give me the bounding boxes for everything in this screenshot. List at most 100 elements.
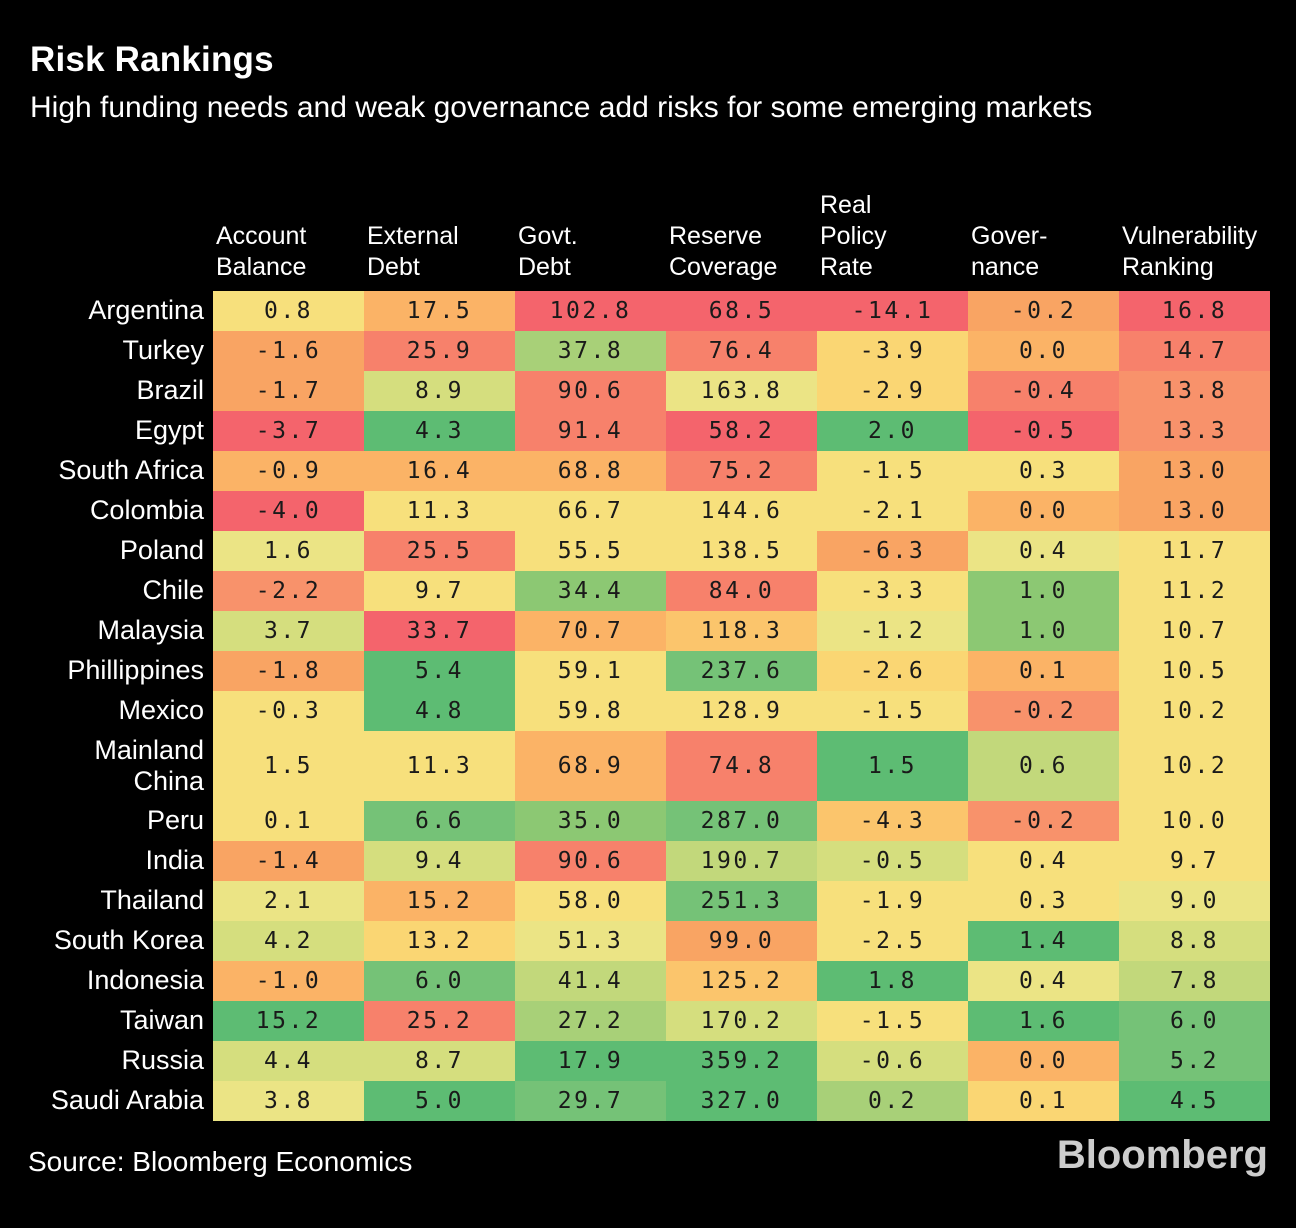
heatmap-cell: 0.4 bbox=[968, 530, 1119, 571]
row-label: Chile bbox=[142, 575, 204, 606]
heatmap-cell: 1.0 bbox=[968, 570, 1119, 611]
heatmap-cell: 163.8 bbox=[666, 370, 817, 411]
heatmap-cell: 7.8 bbox=[1119, 960, 1270, 1001]
heatmap-cell: 13.2 bbox=[364, 920, 515, 961]
table-row: Phillippines -1.8 5.4 59.1 237.6 -2.6 0.1 10.5 bbox=[0, 650, 1270, 691]
heatmap-cell: 33.7 bbox=[364, 610, 515, 651]
table-row: Peru 0.1 6.6 35.0 287.0 -4.3 -0.2 10.0 bbox=[0, 800, 1270, 841]
table-row: Argentina 0.8 17.5 102.8 68.5 -14.1 -0.2 16.8 bbox=[0, 290, 1270, 331]
heatmap-cell: 1.5 bbox=[817, 730, 968, 801]
heatmap-cell: 10.5 bbox=[1119, 650, 1270, 691]
table-row: Mainland China 1.5 11.3 68.9 74.8 1.5 0.6 10.2 bbox=[0, 730, 1270, 801]
heatmap-cell: 11.3 bbox=[364, 730, 515, 801]
heatmap-cell: 58.2 bbox=[666, 410, 817, 451]
heatmap-cell: 0.2 bbox=[817, 1080, 968, 1121]
heatmap-cell: -0.2 bbox=[968, 690, 1119, 731]
row-label: South Africa bbox=[58, 455, 204, 486]
column-header: Govt. Debt bbox=[518, 221, 578, 281]
row-label: Poland bbox=[119, 535, 204, 566]
heatmap-cell: 6.6 bbox=[364, 800, 515, 841]
column-header: Account Balance bbox=[216, 221, 307, 281]
heatmap-cell: -3.9 bbox=[817, 330, 968, 371]
heatmap-cell: 359.2 bbox=[666, 1040, 817, 1081]
heatmap-cell: 75.2 bbox=[666, 450, 817, 491]
heatmap-cell: -1.8 bbox=[213, 650, 364, 691]
heatmap-cell: 29.7 bbox=[515, 1080, 666, 1121]
bloomberg-logo: Bloomberg bbox=[1056, 1132, 1268, 1177]
heatmap-cell: 4.4 bbox=[213, 1040, 364, 1081]
heatmap-cell: -0.9 bbox=[213, 450, 364, 491]
row-label: Colombia bbox=[89, 495, 204, 526]
heatmap-cell: 76.4 bbox=[666, 330, 817, 371]
heatmap-cell: 17.9 bbox=[515, 1040, 666, 1081]
heatmap-cell: 5.2 bbox=[1119, 1040, 1270, 1081]
heatmap-body: Argentina 0.8 17.5 102.8 68.5 -14.1 -0.2 16.8 Tu… bbox=[0, 290, 1270, 1121]
row-label: Peru bbox=[146, 805, 204, 836]
row-label: Malaysia bbox=[97, 615, 204, 646]
heatmap-cell: 0.4 bbox=[968, 840, 1119, 881]
heatmap-cell: 58.0 bbox=[515, 880, 666, 921]
heatmap-cell: 13.0 bbox=[1119, 490, 1270, 531]
heatmap-cell: 9.4 bbox=[364, 840, 515, 881]
heatmap-cell: -0.3 bbox=[213, 690, 364, 731]
heatmap-cell: 1.8 bbox=[817, 960, 968, 1001]
row-label: Egypt bbox=[134, 415, 204, 446]
table-row: Saudi Arabia 3.8 5.0 29.7 327.0 0.2 0.1 4.5 bbox=[0, 1080, 1270, 1121]
heatmap-cell: -1.6 bbox=[213, 330, 364, 371]
column-header: Vulnerability Ranking bbox=[1122, 221, 1258, 281]
heatmap-cell: 9.0 bbox=[1119, 880, 1270, 921]
table-row: Thailand 2.1 15.2 58.0 251.3 -1.9 0.3 9.0 bbox=[0, 880, 1270, 921]
heatmap-cell: 10.2 bbox=[1119, 690, 1270, 731]
heatmap-cell: 68.9 bbox=[515, 730, 666, 801]
heatmap-cell: 0.3 bbox=[968, 450, 1119, 491]
heatmap-cell: 0.0 bbox=[968, 330, 1119, 371]
heatmap-cell: 14.7 bbox=[1119, 330, 1270, 371]
heatmap-cell: -2.6 bbox=[817, 650, 968, 691]
heatmap-cell: -2.2 bbox=[213, 570, 364, 611]
heatmap-cell: 13.3 bbox=[1119, 410, 1270, 451]
heatmap-cell: 118.3 bbox=[666, 610, 817, 651]
heatmap-cell: 3.8 bbox=[213, 1080, 364, 1121]
page-title: Risk Rankings bbox=[30, 40, 274, 79]
heatmap-cell: -1.7 bbox=[213, 370, 364, 411]
heatmap-cell: 59.8 bbox=[515, 690, 666, 731]
heatmap-cell: 99.0 bbox=[666, 920, 817, 961]
heatmap-cell: 41.4 bbox=[515, 960, 666, 1001]
row-label: Russia bbox=[121, 1045, 204, 1076]
table-row: Poland 1.6 25.5 55.5 138.5 -6.3 0.4 11.7 bbox=[0, 530, 1270, 571]
risk-heatmap-table: Account Balance External Debt Govt. Debt Re… bbox=[0, 190, 1270, 1121]
table-row: India -1.4 9.4 90.6 190.7 -0.5 0.4 9.7 bbox=[0, 840, 1270, 881]
heatmap-cell: 13.8 bbox=[1119, 370, 1270, 411]
heatmap-cell: -0.5 bbox=[968, 410, 1119, 451]
heatmap-cell: 35.0 bbox=[515, 800, 666, 841]
heatmap-cell: -14.1 bbox=[817, 290, 968, 331]
heatmap-cell: 0.4 bbox=[968, 960, 1119, 1001]
table-row: Egypt -3.7 4.3 91.4 58.2 2.0 -0.5 13.3 bbox=[0, 410, 1270, 451]
heatmap-cell: 90.6 bbox=[515, 840, 666, 881]
heatmap-cell: 1.5 bbox=[213, 730, 364, 801]
heatmap-cell: 237.6 bbox=[666, 650, 817, 691]
row-label: Argentina bbox=[88, 295, 204, 326]
heatmap-cell: 0.0 bbox=[968, 1040, 1119, 1081]
heatmap-cell: 0.8 bbox=[213, 290, 364, 331]
heatmap-cell: 11.7 bbox=[1119, 530, 1270, 571]
column-header: Gover- nance bbox=[971, 221, 1048, 281]
heatmap-cell: -6.3 bbox=[817, 530, 968, 571]
heatmap-cell: 55.5 bbox=[515, 530, 666, 571]
row-label: Saudi Arabia bbox=[50, 1085, 204, 1116]
heatmap-cell: 11.3 bbox=[364, 490, 515, 531]
heatmap-cell: 5.0 bbox=[364, 1080, 515, 1121]
heatmap-cell: -0.4 bbox=[968, 370, 1119, 411]
heatmap-cell: 0.1 bbox=[968, 650, 1119, 691]
heatmap-cell: 0.3 bbox=[968, 880, 1119, 921]
heatmap-cell: 11.2 bbox=[1119, 570, 1270, 611]
heatmap-cell: -1.0 bbox=[213, 960, 364, 1001]
column-header: External Debt bbox=[367, 221, 459, 281]
row-label: Phillippines bbox=[67, 655, 204, 686]
table-row: Mexico -0.3 4.8 59.8 128.9 -1.5 -0.2 10.2 bbox=[0, 690, 1270, 731]
heatmap-cell: 0.6 bbox=[968, 730, 1119, 801]
heatmap-cell: 125.2 bbox=[666, 960, 817, 1001]
heatmap-cell: -2.1 bbox=[817, 490, 968, 531]
heatmap-cell: 13.0 bbox=[1119, 450, 1270, 491]
